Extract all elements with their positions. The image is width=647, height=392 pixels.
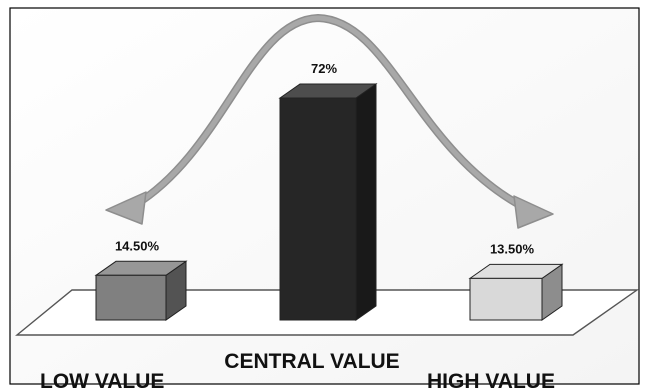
bell-curve-arrow — [105, 13, 554, 229]
value-label-3: 13.50% — [490, 241, 535, 256]
curve-line — [132, 15, 528, 211]
bars-layer: 14.50% LOW VALUE 72% CENTRAL VALUE 13.50% HIG… — [40, 61, 564, 392]
bar-front-face — [469, 277, 543, 321]
value-label-2: 72% — [311, 61, 337, 76]
value-label-1: 14.50% — [115, 238, 160, 253]
curve-arrowhead-left — [105, 191, 147, 225]
bar-3 — [468, 263, 564, 321]
category-label-2: CENTRAL VALUE — [224, 350, 399, 373]
category-label-1: LOW VALUE — [40, 370, 164, 392]
bar-2 — [278, 83, 378, 321]
bar-1 — [94, 260, 188, 321]
curve-arrowhead-right — [513, 195, 554, 229]
bar-front-face — [279, 97, 357, 321]
bar-side-face — [355, 83, 377, 321]
bar-front-face — [95, 274, 167, 321]
category-label-3: HIGH VALUE — [427, 370, 555, 392]
